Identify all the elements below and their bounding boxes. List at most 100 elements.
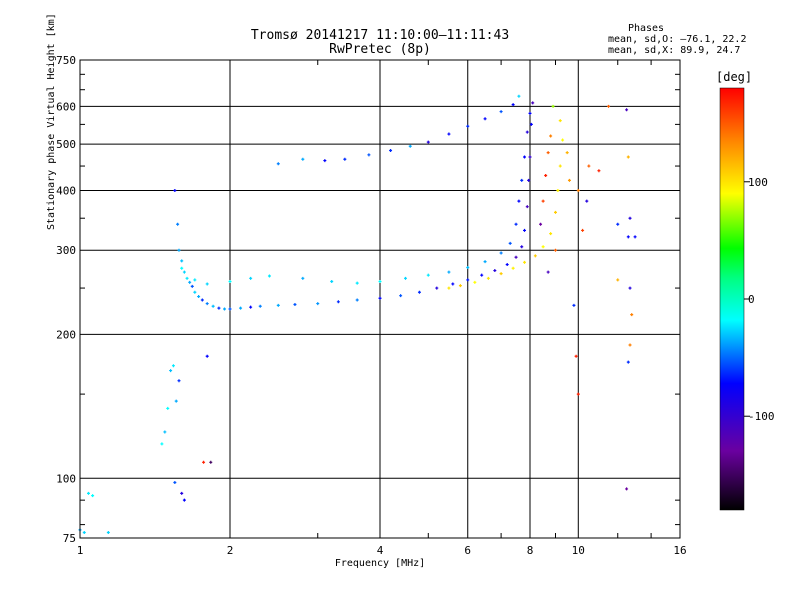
data-point xyxy=(451,282,455,286)
data-point xyxy=(572,303,576,307)
y-tick-label: 300 xyxy=(56,244,76,257)
data-point xyxy=(355,281,359,285)
data-point xyxy=(587,164,591,168)
x-tick-label: 6 xyxy=(464,544,471,557)
grid-lines xyxy=(80,60,680,538)
data-point xyxy=(499,110,503,114)
data-point xyxy=(336,300,340,304)
y-tick-label: 500 xyxy=(56,138,76,151)
data-point xyxy=(173,480,177,484)
data-point xyxy=(565,151,569,155)
data-point xyxy=(628,343,632,347)
data-point xyxy=(541,245,545,249)
data-point xyxy=(616,278,620,282)
data-point xyxy=(514,255,518,259)
data-point xyxy=(408,144,412,148)
data-point xyxy=(188,280,192,284)
data-point xyxy=(581,228,585,232)
data-point xyxy=(505,263,509,267)
data-point xyxy=(499,272,503,276)
data-point xyxy=(517,94,521,98)
data-point xyxy=(435,286,439,290)
data-point xyxy=(316,302,320,306)
data-point xyxy=(330,280,334,284)
colorbar-tick-label: -100 xyxy=(748,410,775,423)
data-point xyxy=(551,104,555,108)
chart-subtitle: RwPretec (8p) xyxy=(329,42,431,57)
data-point xyxy=(607,104,611,108)
data-point xyxy=(533,254,537,258)
data-point xyxy=(517,199,521,203)
data-point xyxy=(276,162,280,166)
data-point xyxy=(166,406,170,410)
data-point xyxy=(585,199,589,203)
data-point xyxy=(523,155,527,159)
axis-tick-labels: 1 2 4 6 8 10 16 75 100 200 300 400 500 600 750 xyxy=(56,54,687,557)
data-point xyxy=(628,286,632,290)
data-point xyxy=(209,460,213,464)
data-point xyxy=(558,119,562,123)
data-point xyxy=(556,188,560,192)
data-point xyxy=(626,360,630,364)
data-point xyxy=(197,295,201,299)
y-tick-label: 75 xyxy=(63,532,76,545)
data-point xyxy=(520,245,524,249)
data-point xyxy=(417,290,421,294)
data-point xyxy=(389,148,393,152)
data-point xyxy=(626,235,630,239)
data-point xyxy=(160,442,164,446)
data-point xyxy=(426,140,430,144)
data-point xyxy=(399,294,403,298)
data-point xyxy=(106,531,110,535)
data-point xyxy=(525,205,529,209)
data-point xyxy=(258,304,262,308)
data-point xyxy=(527,178,531,182)
data-point xyxy=(177,248,181,252)
data-point xyxy=(553,248,557,252)
data-point xyxy=(249,305,253,309)
data-point xyxy=(403,276,407,280)
stats-x-mode: mean, sd,X: 89.9, 24.7 xyxy=(608,45,741,56)
data-point xyxy=(567,178,571,182)
data-point xyxy=(228,307,232,311)
data-point xyxy=(458,284,462,288)
data-point xyxy=(169,369,173,373)
colorbar-ticks: 100 0 -100 xyxy=(744,176,775,423)
y-tick-label: 200 xyxy=(56,328,76,341)
data-point xyxy=(561,138,565,142)
x-axis-label: Frequency [MHz] xyxy=(334,558,426,569)
data-point xyxy=(466,278,470,282)
data-points xyxy=(78,94,637,535)
data-point xyxy=(174,399,178,403)
data-point xyxy=(473,280,477,284)
data-point xyxy=(447,132,451,136)
x-tick-label: 2 xyxy=(227,544,234,557)
data-point xyxy=(499,251,503,255)
data-point xyxy=(276,303,280,307)
stats-o-mode: mean, sd,O: –76.1, 22.2 xyxy=(608,34,747,45)
data-point xyxy=(616,222,620,226)
data-point xyxy=(633,235,637,239)
data-point xyxy=(546,270,550,274)
data-point xyxy=(211,304,215,308)
y-tick-label: 100 xyxy=(56,472,76,485)
data-point xyxy=(539,222,543,226)
data-point xyxy=(493,269,497,273)
data-point xyxy=(293,302,297,306)
data-point xyxy=(228,280,232,284)
colorbar-unit: [deg] xyxy=(716,70,753,84)
axis-ticks xyxy=(80,60,680,538)
data-point xyxy=(301,157,305,161)
data-point xyxy=(239,306,243,310)
data-point xyxy=(466,266,470,270)
data-point xyxy=(553,210,557,214)
y-tick-label: 400 xyxy=(56,184,76,197)
y-axis-label: Stationary phase Virtual Height [km] xyxy=(46,13,57,230)
data-point xyxy=(378,280,382,284)
data-point xyxy=(205,354,209,358)
data-point xyxy=(185,276,189,280)
data-point xyxy=(466,124,470,128)
data-point xyxy=(378,296,382,300)
colorbar-tick-label: 100 xyxy=(748,176,768,189)
